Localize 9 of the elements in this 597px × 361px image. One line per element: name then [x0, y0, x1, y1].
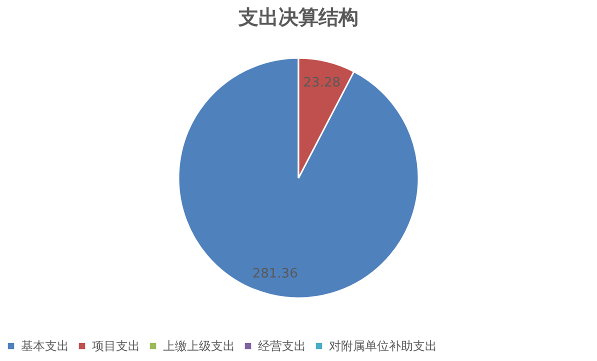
data-label: 281.36: [252, 266, 298, 282]
chart-title: 支出决算结构: [238, 5, 358, 29]
legend-label: 基本支出: [21, 339, 69, 354]
legend-label: 对附属单位补助支出: [329, 339, 437, 354]
legend-label: 经营支出: [258, 339, 306, 354]
pie-slice: [178, 57, 420, 299]
data-label: 23.28: [303, 75, 341, 90]
legend-label: 项目支出: [92, 339, 140, 354]
legend-label: 上缴上级支出: [163, 339, 235, 354]
